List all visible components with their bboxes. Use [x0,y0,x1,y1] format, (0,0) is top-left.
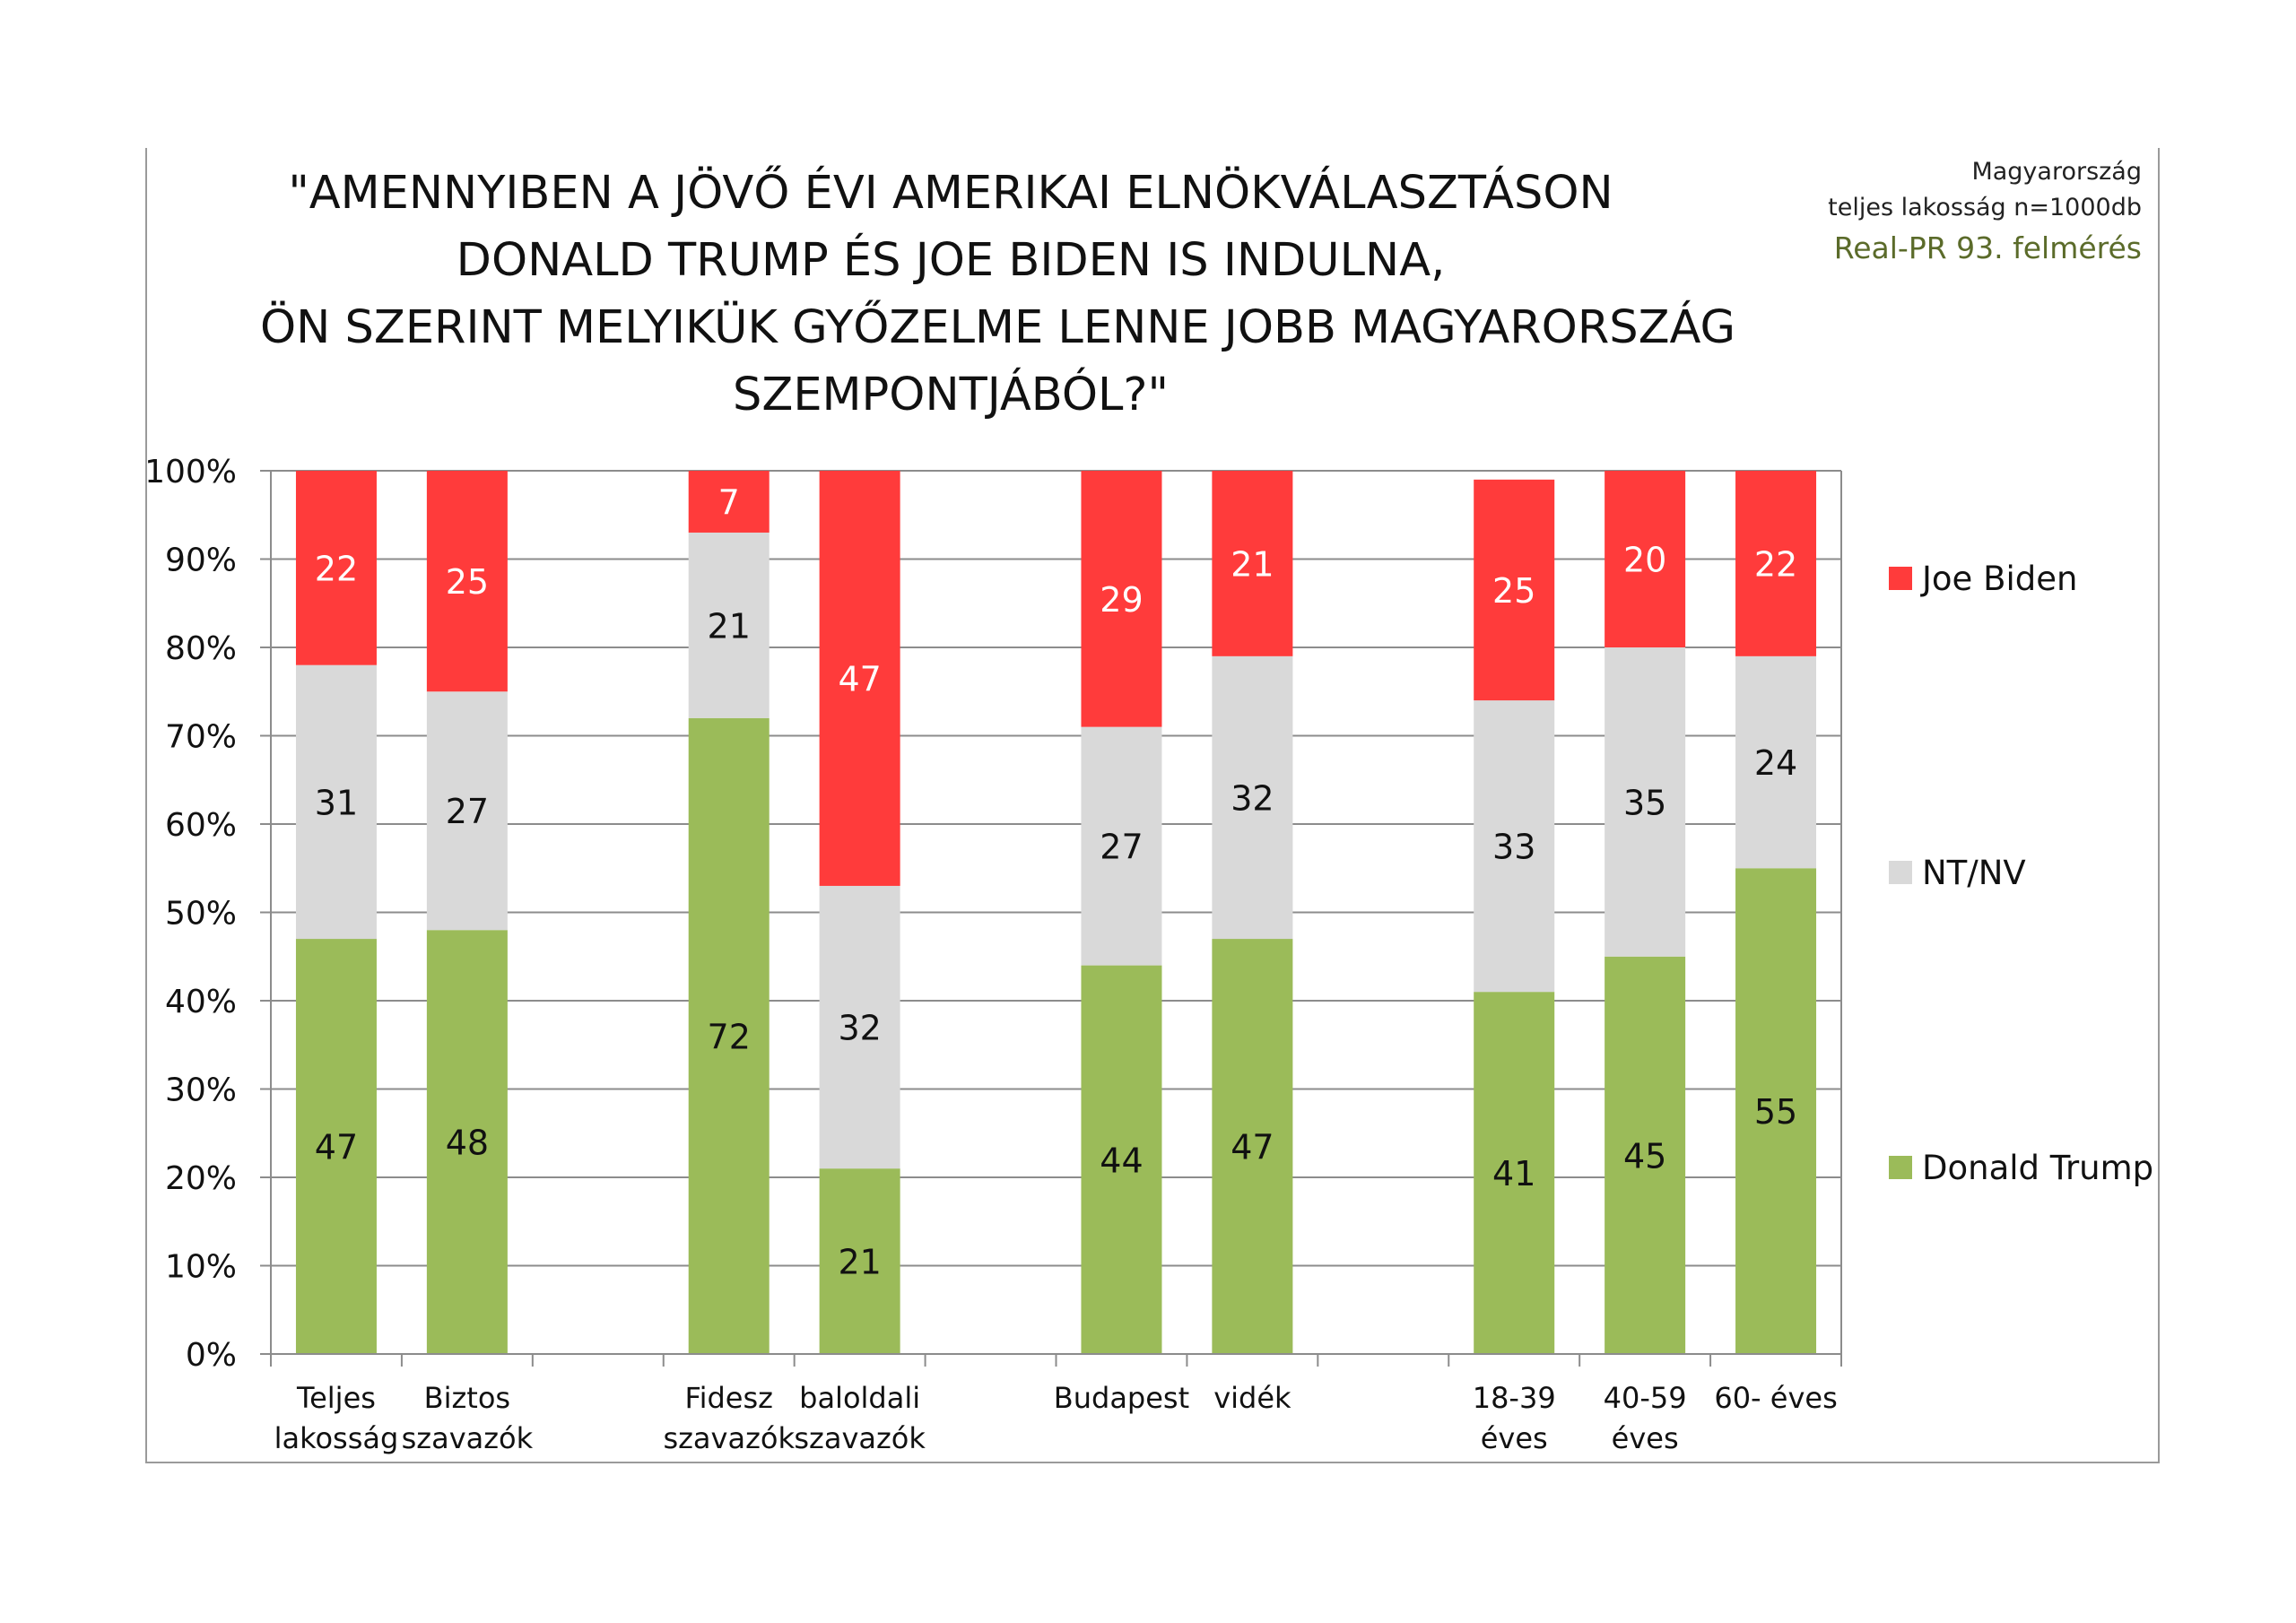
legend-swatch [1889,567,1912,590]
data-label: 32 [838,1009,881,1048]
data-label: 44 [1100,1141,1143,1180]
legend-label: NT/NV [1922,854,2026,892]
bar-segment [1735,655,1817,869]
chart-frame [145,148,2160,1463]
x-category-label: 60- éves [1714,1381,1837,1415]
x-category-label: 18-39 [1473,1381,1556,1415]
x-category-label: Biztos [424,1381,510,1415]
data-label: 22 [1754,544,1797,584]
bar-segment [426,691,508,931]
data-label: 47 [838,659,881,699]
y-tick-label: 40% [165,984,237,1020]
bar-segment [819,471,900,886]
meta-sample: teljes lakosság n=1000db [1828,194,2142,221]
x-category-label: szavazók [794,1421,926,1455]
bar-segment [688,532,770,718]
legend-swatch [1889,861,1912,884]
data-label: 21 [708,606,751,646]
y-tick-label: 10% [165,1249,237,1286]
data-label: 25 [1492,571,1535,611]
data-label: 47 [1231,1128,1274,1167]
data-label: 55 [1754,1092,1797,1132]
legend-swatch [1889,1156,1912,1179]
x-category-label: 40-59 [1604,1381,1687,1415]
bar-segment [1605,471,1686,647]
data-label: 29 [1100,580,1143,620]
data-label: 33 [1492,828,1535,867]
data-label: 21 [1231,544,1274,584]
bar-segment [1605,647,1686,957]
bar-segment [295,939,377,1354]
data-label: 7 [718,482,740,522]
data-label: 32 [1231,778,1274,818]
bar-segment [1735,471,1817,656]
y-tick-label: 60% [165,807,237,844]
meta-country: Magyarország [1971,158,2142,186]
data-label: 47 [315,1128,358,1167]
bar-segment [1212,939,1293,1354]
title-line-1: "AMENNYIBEN A JÖVŐ ÉVI AMERIKAI ELNÖKVÁL… [288,167,1613,220]
data-label: 27 [446,792,489,831]
x-category-label: éves [1481,1421,1548,1455]
x-category-label: szavazók [663,1421,795,1455]
bar-segment [1605,956,1686,1354]
meta-survey: Real-PR 93. felmérés [1833,230,2142,265]
title-line-2: DONALD TRUMP ÉS JOE BIDEN IS INDULNA, [456,234,1446,287]
bar-segment [1081,471,1162,727]
data-label: 25 [446,562,489,602]
x-category-label: Teljes [296,1381,376,1415]
legend-label: Donald Trump [1922,1149,2153,1187]
bar-segment [819,885,900,1169]
bar-segment [1081,726,1162,966]
data-label: 31 [315,783,358,822]
y-tick-label: 0% [186,1337,237,1374]
data-label: 22 [315,549,358,588]
data-label: 35 [1623,783,1666,822]
legend-label: Joe Biden [1920,560,2077,598]
bar-segment [295,471,377,665]
bar-segment [819,1168,900,1354]
bar-segment [1212,471,1293,656]
bar-segment [1474,992,1555,1354]
bar-segment [426,930,508,1354]
x-category-label: éves [1612,1421,1679,1455]
data-label: 20 [1623,541,1666,580]
bar-segment [426,471,508,692]
x-category-label: Budapest [1054,1381,1189,1415]
y-tick-label: 80% [165,630,237,667]
bar-segment [295,664,377,940]
data-label: 21 [838,1243,881,1282]
data-label: 45 [1623,1136,1666,1176]
data-label: 48 [446,1124,489,1163]
title-line-4: SZEMPONTJÁBÓL?" [733,369,1169,421]
y-tick-label: 50% [165,896,237,933]
bar-segment [1474,700,1555,993]
chart-title: "AMENNYIBEN A JÖVŐ ÉVI AMERIKAI ELNÖKVÁL… [260,160,1736,429]
bar-segment [1474,479,1555,701]
data-label: 24 [1754,743,1797,783]
data-label: 72 [708,1017,751,1056]
x-category-label: vidék [1213,1381,1292,1415]
data-label: 27 [1100,828,1143,867]
data-label: 41 [1492,1154,1535,1193]
y-tick-label: 20% [165,1160,237,1197]
survey-meta: Magyarország teljes lakosság n=1000db Re… [1828,154,2142,271]
bar-segment [1212,655,1293,940]
y-tick-label: 30% [165,1072,237,1109]
bar-segment [1735,868,1817,1354]
x-category-label: szavazók [402,1421,534,1455]
title-line-3: ÖN SZERINT MELYIKÜK GYŐZELME LENNE JOBB … [260,301,1736,354]
x-category-label: baloldali [799,1381,920,1415]
y-tick-label: 70% [165,719,237,756]
y-tick-label: 90% [165,542,237,579]
x-category-label: lakosság [274,1421,399,1455]
bar-segment [688,717,770,1354]
bar-segment [688,471,770,533]
y-tick-label: 100% [144,454,237,490]
x-category-label: Fidesz [684,1381,772,1415]
bar-segment [1081,965,1162,1354]
